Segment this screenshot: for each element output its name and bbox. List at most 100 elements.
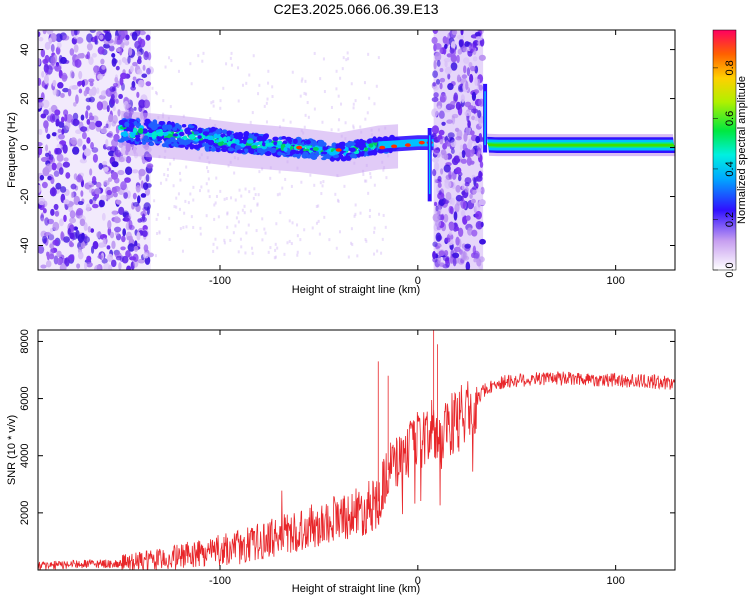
spectrogram-speckle — [56, 41, 62, 49]
spectrogram-speckle — [106, 189, 112, 196]
spectrogram-speckle — [95, 181, 102, 188]
spectrogram-speckle — [118, 156, 125, 163]
band-blob — [289, 150, 295, 156]
spectrogram-speckle — [38, 141, 43, 147]
spectrogram-speckle — [50, 56, 56, 66]
spectrogram-speckle — [455, 184, 461, 193]
spectrogram-speckle — [315, 204, 318, 208]
spectrogram-speckle — [67, 228, 71, 235]
spectrogram-speckle — [353, 214, 356, 218]
spectrogram-speckle — [478, 199, 486, 206]
spectrogram-speckle — [219, 106, 222, 110]
spectrogram-speckle — [107, 220, 112, 230]
spectrogram-speckle — [99, 34, 104, 40]
snr-x-tick-label: 0 — [415, 575, 421, 587]
spectrogram-speckle — [450, 41, 456, 50]
spectrogram-speckle — [214, 201, 217, 205]
spectrogram-speckle — [363, 179, 366, 183]
spectrogram-speckle — [439, 68, 444, 73]
spectrogram-speckle — [279, 211, 282, 215]
spectrogram-speckle — [223, 241, 226, 245]
spectrogram-speckle — [223, 197, 226, 201]
band-blob — [292, 138, 298, 144]
spectrogram-speckle — [257, 193, 260, 197]
spectrogram-speckle — [111, 138, 119, 148]
spectrogram-speckle — [50, 208, 55, 216]
spectrogram-speckle — [441, 121, 446, 126]
spectrogram-speckle — [382, 213, 385, 217]
spectrogram-speckle — [431, 97, 439, 103]
spectrogram-speckle — [51, 162, 57, 171]
spectrogram-speckle — [432, 251, 436, 260]
spectrogram-speckle — [373, 252, 376, 256]
spectrogram-speckle — [313, 183, 316, 187]
spectrogram-speckle — [121, 235, 126, 243]
band-blob — [210, 126, 216, 132]
spectrogram-speckle — [142, 182, 149, 190]
spectrogram-speckle — [62, 161, 71, 168]
band-blob — [277, 140, 283, 146]
spectrogram-speckle — [49, 227, 54, 233]
spectrogram-speckle — [368, 96, 371, 100]
spectrogram-speckle — [338, 118, 341, 122]
spectrogram-speckle — [321, 184, 324, 188]
spectrogram-speckle — [42, 208, 47, 214]
spectrogram-speckle — [465, 215, 471, 221]
band-blob — [234, 144, 240, 150]
spectrogram-speckle — [264, 231, 267, 235]
spectrogram-speckle — [454, 203, 460, 213]
spectrogram-speckle — [378, 212, 381, 216]
spectrogram-speckle — [41, 235, 48, 244]
spectrogram-speckle — [115, 149, 122, 158]
band-blob — [350, 142, 356, 146]
spectrogram-speckle — [278, 170, 281, 174]
snr-series-line — [38, 371, 675, 570]
spectrogram-speckle — [352, 124, 355, 128]
spectrogram-speckle — [73, 102, 77, 107]
band-blob — [165, 139, 172, 145]
colorbar: 0.0 0.2 0.4 0.6 0.8 Normalized spectral ampl… — [712, 29, 748, 278]
spectrogram-speckle — [107, 177, 113, 182]
band-blob — [222, 136, 228, 143]
spectrogram-speckle — [206, 166, 209, 170]
spectrogram-speckle — [44, 84, 48, 90]
spectrogram-speckle — [112, 82, 119, 88]
spectrogram-speckle — [81, 131, 87, 140]
spectrogram-speckle — [103, 262, 111, 270]
spectrogram-speckle — [132, 76, 137, 81]
spectrogram-speckle — [166, 174, 169, 178]
band-blob — [179, 131, 185, 137]
spectrogram-speckle — [136, 231, 141, 241]
spectrogram-speckle — [381, 237, 384, 241]
spectrogram-speckle — [319, 181, 322, 185]
spectrogram-speckle — [212, 249, 215, 253]
spectrogram-speckle — [172, 184, 175, 188]
spectrogram-speckle — [433, 147, 441, 153]
spectrogram-speckle — [296, 250, 299, 254]
spectrogram-speckle — [299, 94, 302, 98]
spectrogram-speckle — [266, 97, 269, 101]
band-blob — [218, 137, 224, 142]
band-blob — [261, 141, 267, 147]
band-blob — [243, 131, 249, 138]
band-blob — [135, 136, 141, 142]
spectrogram-speckle — [229, 238, 232, 242]
spectrogram-speckle — [73, 44, 79, 53]
spectrogram-speckle — [69, 210, 76, 219]
spectrogram-speckle — [55, 147, 62, 155]
spectrogram-speckle — [88, 115, 95, 121]
spectrogram-speckle — [249, 209, 252, 213]
spectrogram-speckle — [471, 108, 479, 114]
spectrogram-speckle — [437, 182, 442, 188]
spectrogram-speckle — [354, 99, 357, 103]
spectrogram-speckle — [141, 213, 146, 222]
spectrogram-y-tick-label: 40 — [19, 43, 31, 55]
band-blob — [181, 123, 187, 128]
spectrogram-speckle — [75, 129, 82, 135]
spectrogram-speckle — [319, 77, 322, 81]
spectrogram-speckle — [58, 167, 64, 175]
spectrogram-speckle — [91, 53, 97, 58]
spectrogram-speckle — [44, 217, 50, 226]
spectrogram-speckle — [322, 180, 325, 184]
spectrogram-speckle — [124, 177, 131, 183]
